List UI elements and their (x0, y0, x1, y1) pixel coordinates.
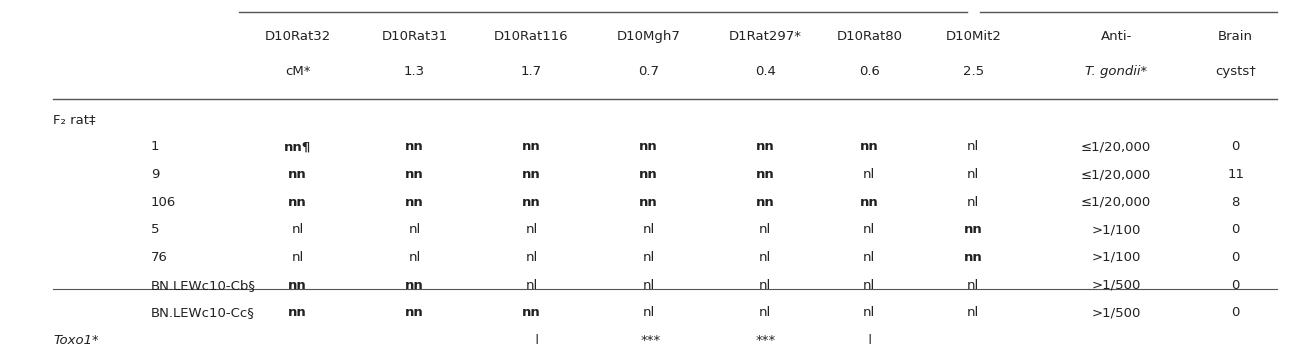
Text: 76: 76 (151, 251, 168, 264)
Text: nn: nn (859, 140, 879, 153)
Text: nl: nl (863, 251, 875, 264)
Text: nn: nn (963, 251, 983, 264)
Text: nn: nn (522, 196, 540, 209)
Text: nn: nn (288, 196, 307, 209)
Text: nl: nl (409, 223, 421, 236)
Text: 0.4: 0.4 (755, 65, 776, 78)
Text: nn: nn (756, 140, 775, 153)
Text: 8: 8 (1232, 196, 1240, 209)
Text: nl: nl (759, 306, 772, 319)
Text: nl: nl (525, 251, 538, 264)
Text: 0: 0 (1232, 223, 1240, 236)
Text: nn: nn (639, 168, 658, 181)
Text: 0.7: 0.7 (638, 65, 659, 78)
Text: nn: nn (405, 279, 424, 292)
Text: nn: nn (288, 168, 307, 181)
Text: nl: nl (759, 279, 772, 292)
Text: cM*: cM* (285, 65, 310, 78)
Text: nl: nl (863, 279, 875, 292)
Text: 0: 0 (1232, 251, 1240, 264)
Text: nl: nl (967, 279, 979, 292)
Text: D10Rat32: D10Rat32 (264, 30, 331, 43)
Text: nl: nl (967, 196, 979, 209)
Text: D10Rat116: D10Rat116 (495, 30, 569, 43)
Text: nl: nl (759, 251, 772, 264)
Text: nl: nl (967, 140, 979, 153)
Text: nl: nl (525, 223, 538, 236)
Text: 5: 5 (151, 223, 159, 236)
Text: Brain: Brain (1219, 30, 1253, 43)
Text: nn: nn (405, 168, 424, 181)
Text: BN.LEWc10-Cb§: BN.LEWc10-Cb§ (151, 279, 255, 292)
Text: F₂ rat‡: F₂ rat‡ (53, 113, 96, 126)
Text: nl: nl (642, 279, 655, 292)
Text: 106: 106 (151, 196, 176, 209)
Text: cysts†: cysts† (1215, 65, 1256, 78)
Text: nn: nn (405, 140, 424, 153)
Text: nn: nn (963, 223, 983, 236)
Text: nl: nl (292, 223, 303, 236)
Text: nn: nn (288, 279, 307, 292)
Text: nl: nl (525, 279, 538, 292)
Text: nl: nl (642, 251, 655, 264)
Text: ***: *** (755, 334, 776, 344)
Text: |: | (535, 334, 539, 344)
Text: nl: nl (642, 306, 655, 319)
Text: nl: nl (863, 168, 875, 181)
Text: 0: 0 (1232, 140, 1240, 153)
Text: 1: 1 (151, 140, 159, 153)
Text: nn: nn (756, 196, 775, 209)
Text: nl: nl (863, 306, 875, 319)
Text: nl: nl (967, 168, 979, 181)
Text: ≤1/20,000: ≤1/20,000 (1081, 196, 1151, 209)
Text: T. gondii*: T. gondii* (1085, 65, 1147, 78)
Text: nn: nn (288, 306, 307, 319)
Text: 1.3: 1.3 (404, 65, 426, 78)
Text: nn: nn (639, 140, 658, 153)
Text: 11: 11 (1228, 168, 1245, 181)
Text: nn: nn (522, 140, 540, 153)
Text: |: | (867, 334, 871, 344)
Text: nl: nl (759, 223, 772, 236)
Text: 9: 9 (151, 168, 159, 181)
Text: nl: nl (642, 223, 655, 236)
Text: nn: nn (639, 196, 658, 209)
Text: ≤1/20,000: ≤1/20,000 (1081, 140, 1151, 153)
Text: nn¶: nn¶ (284, 140, 311, 153)
Text: >1/100: >1/100 (1091, 223, 1141, 236)
Text: nl: nl (863, 223, 875, 236)
Text: nn: nn (756, 168, 775, 181)
Text: ***: *** (641, 334, 661, 344)
Text: Anti-: Anti- (1100, 30, 1131, 43)
Text: >1/100: >1/100 (1091, 251, 1141, 264)
Text: D1Rat297*: D1Rat297* (729, 30, 802, 43)
Text: nn: nn (522, 306, 540, 319)
Text: nn: nn (859, 196, 879, 209)
Text: 0: 0 (1232, 306, 1240, 319)
Text: nn: nn (405, 196, 424, 209)
Text: 1.7: 1.7 (521, 65, 542, 78)
Text: 0: 0 (1232, 279, 1240, 292)
Text: nn: nn (522, 168, 540, 181)
Text: D10Mgh7: D10Mgh7 (616, 30, 681, 43)
Text: >1/500: >1/500 (1091, 279, 1141, 292)
Text: D10Rat80: D10Rat80 (836, 30, 902, 43)
Text: nn: nn (405, 306, 424, 319)
Text: 0.6: 0.6 (859, 65, 880, 78)
Text: Toxo1*: Toxo1* (53, 334, 99, 344)
Text: 2.5: 2.5 (962, 65, 984, 78)
Text: ≤1/20,000: ≤1/20,000 (1081, 168, 1151, 181)
Text: D10Mit2: D10Mit2 (945, 30, 1001, 43)
Text: nl: nl (967, 306, 979, 319)
Text: >1/500: >1/500 (1091, 306, 1141, 319)
Text: nl: nl (292, 251, 303, 264)
Text: nl: nl (409, 251, 421, 264)
Text: BN.LEWc10-Cc§: BN.LEWc10-Cc§ (151, 306, 255, 319)
Text: D10Rat31: D10Rat31 (381, 30, 448, 43)
